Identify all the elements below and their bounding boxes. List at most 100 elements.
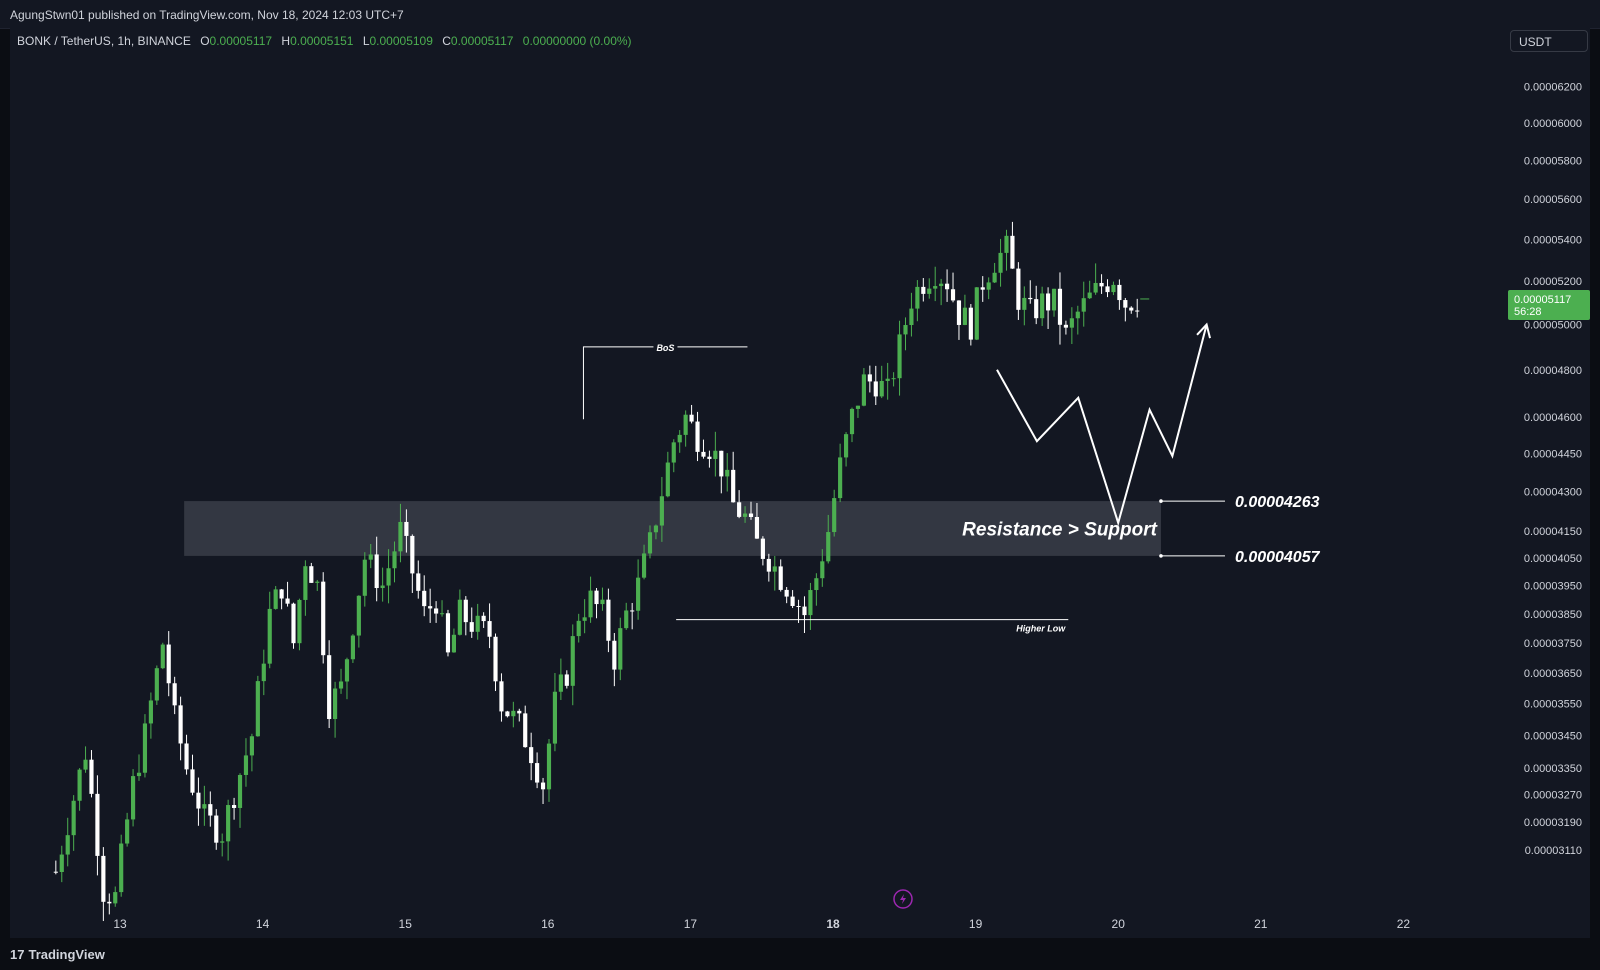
- candle-body: [178, 705, 183, 744]
- bar-countdown-text: 56:28: [1514, 306, 1542, 318]
- candle-body: [980, 287, 985, 290]
- candle-body: [600, 599, 605, 605]
- candle-body: [766, 558, 771, 572]
- candle-body: [838, 457, 843, 499]
- candle-body: [748, 513, 754, 517]
- candle-body: [499, 681, 504, 712]
- candle-body: [725, 469, 730, 477]
- candle-body: [915, 286, 920, 309]
- candle-body: [237, 774, 243, 808]
- candle-body: [772, 566, 777, 572]
- candle-body: [742, 513, 748, 517]
- candle-body: [71, 800, 76, 836]
- candle-body: [154, 668, 159, 701]
- annotation-lines: BoS Higher Low Resistance > Support 0.00004…: [582, 298, 1321, 634]
- candle-body: [1135, 310, 1140, 312]
- candle-body: [956, 300, 962, 325]
- candle-body: [475, 615, 480, 632]
- price-axis[interactable]: 0.00006200 0.00006000 0.00005800 0.00005600…: [1524, 81, 1582, 857]
- candle-body: [754, 516, 760, 539]
- candle-body: [570, 636, 575, 686]
- candle-body: [487, 621, 492, 637]
- candle-body: [344, 659, 350, 682]
- candle-body: [576, 620, 581, 637]
- candle-body: [505, 711, 510, 717]
- candle-body: [624, 610, 629, 629]
- candle-body: [374, 554, 379, 589]
- candle-body: [95, 793, 100, 856]
- candle-body: [130, 776, 136, 820]
- close-label: C: [442, 34, 451, 48]
- candle-body: [463, 599, 468, 623]
- price-tick-label: 0.00005800: [1524, 155, 1582, 167]
- candle-body: [1087, 292, 1092, 299]
- candle-body: [451, 634, 457, 653]
- candle-body: [469, 622, 474, 632]
- price-tick-label: 0.00003550: [1524, 699, 1582, 711]
- candle-body: [416, 573, 421, 591]
- candle-body: [1028, 297, 1033, 300]
- candle-body: [945, 283, 950, 290]
- candle-body: [249, 736, 254, 756]
- candle-body: [689, 414, 694, 422]
- currency-button[interactable]: USDT: [1510, 30, 1588, 52]
- time-tick-label: 19: [969, 917, 983, 931]
- candle-body: [285, 598, 290, 604]
- candle-body: [707, 456, 712, 459]
- candle-body: [101, 855, 106, 902]
- low-value: 0.00005109: [369, 34, 433, 48]
- candle-body: [612, 640, 617, 670]
- zone-anchor-dot: [1159, 499, 1163, 503]
- candle-body: [731, 469, 736, 503]
- candle-body: [303, 566, 308, 600]
- tradingview-logo[interactable]: 17 TradingView: [10, 947, 105, 962]
- candle-body: [1004, 235, 1009, 253]
- price-tick-label: 0.00004450: [1524, 449, 1582, 461]
- candle-body: [808, 590, 813, 616]
- time-tick-label: 17: [684, 917, 698, 931]
- candle-body: [439, 613, 445, 615]
- low-label: L: [362, 34, 370, 48]
- change-value: 0.00000000 (0.00%): [522, 34, 632, 48]
- candle-body: [136, 772, 142, 777]
- candle-body: [939, 283, 944, 287]
- candle-body: [665, 462, 670, 497]
- candle-body: [1123, 300, 1128, 308]
- candle-body: [273, 589, 278, 609]
- time-tick-label: 18: [826, 917, 840, 931]
- candle-body: [1034, 299, 1039, 319]
- candle-body: [148, 700, 153, 724]
- projection-arrowhead: [1196, 322, 1211, 339]
- candle-body: [1081, 298, 1086, 312]
- candle-body: [404, 521, 409, 536]
- chart-pane[interactable]: [10, 28, 1590, 938]
- price-tick-label: 0.00003450: [1524, 730, 1582, 742]
- symbol-legend: BONK / TetherUS, 1h, BINANCE O0.00005117…: [17, 34, 632, 48]
- candle-body: [784, 589, 789, 597]
- zone-high-price-label: 0.00004263: [1235, 494, 1320, 511]
- candle-body: [630, 610, 635, 612]
- candle-body: [1093, 282, 1098, 293]
- candle-body: [719, 450, 724, 477]
- price-tick-label: 0.00003950: [1524, 580, 1582, 592]
- candle-body: [226, 805, 231, 842]
- candle-body: [927, 288, 932, 294]
- open-label: O: [200, 34, 210, 48]
- candle-body: [992, 272, 997, 283]
- candle-body: [261, 663, 266, 682]
- candle-body: [184, 743, 189, 770]
- time-axis[interactable]: 13 14 15 16 17 18 19 20 21 22: [113, 917, 1410, 931]
- candle-body: [511, 710, 516, 717]
- candle-body: [445, 613, 451, 653]
- candle-body: [392, 551, 397, 569]
- candle-body: [398, 521, 403, 552]
- candle-body: [873, 381, 878, 397]
- time-tick-label: 21: [1254, 917, 1268, 931]
- candle-body: [529, 747, 534, 764]
- symbol-title[interactable]: BONK / TetherUS, 1h, BINANCE: [17, 34, 191, 48]
- candle-body: [59, 854, 64, 873]
- candle-body: [315, 581, 320, 583]
- lightning-icon[interactable]: [893, 889, 913, 909]
- candle-body: [338, 681, 344, 689]
